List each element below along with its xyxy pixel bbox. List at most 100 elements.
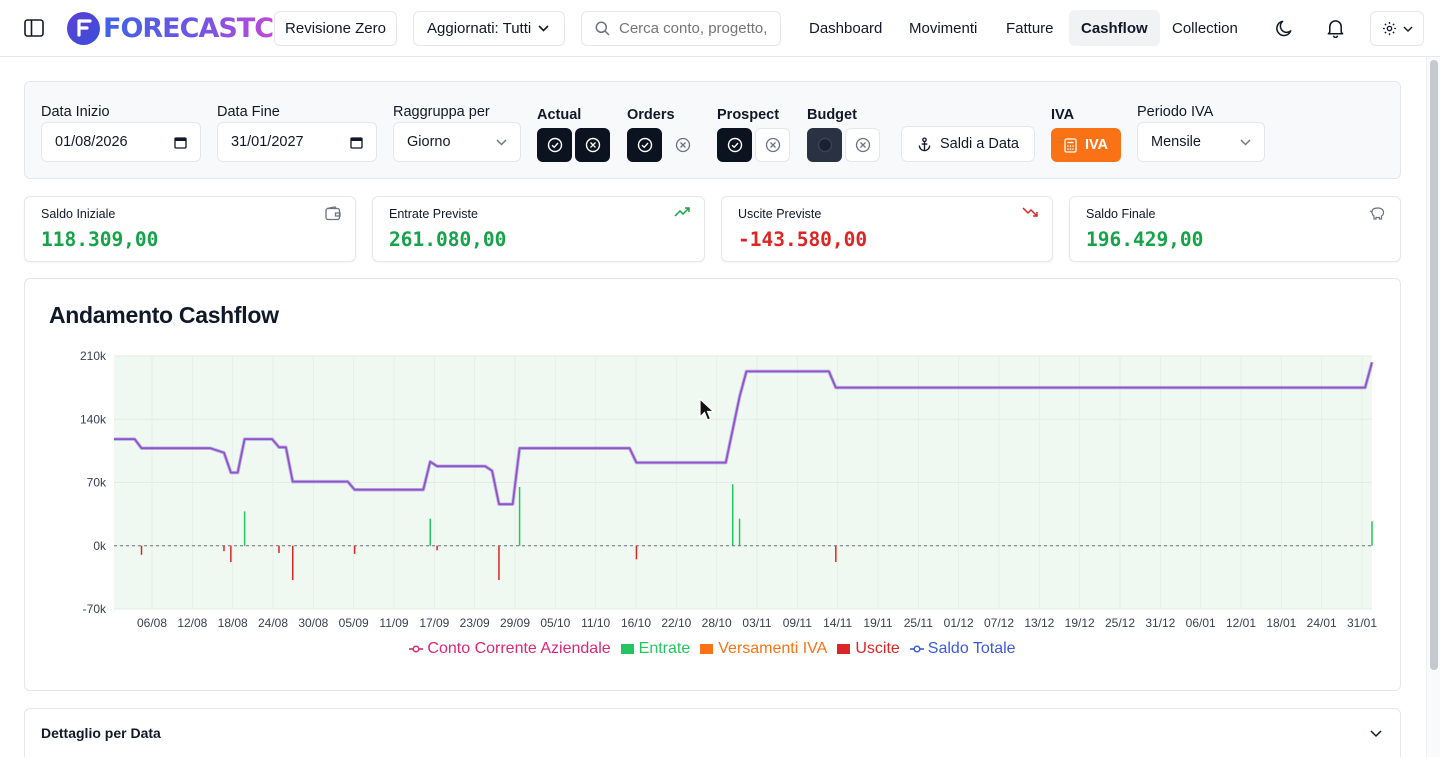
chevron-down-icon — [1403, 26, 1412, 32]
budget-exclude-toggle[interactable] — [845, 128, 880, 162]
search-input[interactable] — [619, 20, 769, 37]
x-tick-label: 19/11 — [863, 616, 892, 630]
filter-panel: Data Inizio 01/08/2026 Data Fine 31/01/2… — [24, 81, 1401, 179]
start-date-value: 01/08/2026 — [55, 134, 128, 150]
logo-mark-icon — [67, 11, 100, 45]
start-date-label: Data Inizio — [41, 104, 110, 120]
kpi-value: 118.309,00 — [41, 228, 159, 251]
actual-include-toggle[interactable] — [537, 128, 572, 162]
trending-up-icon — [674, 207, 690, 217]
x-tick-label: 13/12 — [1024, 616, 1054, 630]
nav-collection[interactable]: Collection — [1172, 19, 1238, 37]
x-tick-label: 24/08 — [258, 616, 288, 630]
kpi-label: Uscite Previste — [738, 207, 822, 221]
kpi-value: 196.429,00 — [1086, 228, 1204, 251]
start-date-input[interactable]: 01/08/2026 — [41, 122, 201, 162]
search-box[interactable] — [581, 11, 781, 46]
chevron-down-icon — [538, 25, 549, 32]
x-tick-label: 18/08 — [218, 616, 248, 630]
x-tick-label: 12/08 — [177, 616, 207, 630]
chevron-down-icon[interactable] — [1370, 730, 1382, 738]
calendar-icon — [174, 136, 187, 149]
x-tick-label: 06/01 — [1186, 616, 1216, 630]
sidebar-toggle-icon[interactable] — [22, 17, 46, 39]
settings-menu[interactable] — [1370, 11, 1424, 46]
actual-exclude-toggle[interactable] — [575, 128, 610, 162]
x-circle-icon — [585, 137, 600, 153]
piggy-bank-icon — [1369, 207, 1385, 220]
nav-movimenti[interactable]: Movimenti — [909, 19, 978, 37]
y-tick-label: 210k — [80, 349, 107, 363]
x-tick-label: 28/10 — [702, 616, 732, 630]
end-date-input[interactable]: 31/01/2027 — [217, 122, 377, 162]
kpi-card-final-balance: Saldo Finale 196.429,00 — [1069, 196, 1401, 262]
kpi-value: 261.080,00 — [389, 228, 507, 251]
saldi-a-data-label: Saldi a Data — [940, 136, 1019, 152]
top-bar: FORECASTC Revisione Zero Aggiornati: Tut… — [0, 0, 1440, 57]
x-tick-label: 12/01 — [1226, 616, 1256, 630]
x-tick-label: 11/09 — [379, 616, 408, 630]
vat-period-label: Periodo IVA — [1137, 104, 1214, 120]
end-date-value: 31/01/2027 — [231, 134, 304, 150]
bell-icon[interactable] — [1323, 16, 1347, 40]
y-tick-label: 140k — [80, 412, 107, 426]
x-tick-label: 25/11 — [904, 616, 933, 630]
x-tick-label: 18/01 — [1266, 616, 1296, 630]
check-circle-icon — [637, 137, 652, 153]
x-tick-label: 01/12 — [944, 616, 974, 630]
updated-filter-dropdown[interactable]: Aggiornati: Tutti — [413, 11, 565, 46]
dark-mode-icon[interactable] — [1272, 17, 1296, 39]
brand-logo[interactable]: FORECASTC — [67, 11, 273, 45]
date-detail-section[interactable]: Dettaglio per Data — [24, 708, 1401, 757]
orders-include-toggle[interactable] — [627, 128, 662, 162]
legend-item[interactable]: Entrate — [620, 640, 690, 658]
saldi-a-data-button[interactable]: Saldi a Data — [901, 126, 1035, 162]
prospect-include-toggle[interactable] — [717, 128, 752, 162]
legend-square-marker-icon — [700, 644, 714, 654]
page-scrollbar[interactable] — [1426, 57, 1440, 757]
actual-label: Actual — [537, 107, 582, 123]
nav-fatture[interactable]: Fatture — [1006, 19, 1054, 37]
brand-name: FORECASTC — [103, 12, 273, 44]
group-by-select[interactable]: Giorno — [393, 122, 521, 162]
x-tick-label: 30/08 — [298, 616, 328, 630]
legend-label: Versamenti IVA — [718, 640, 828, 657]
nav-dashboard[interactable]: Dashboard — [809, 19, 883, 37]
kpi-value: -143.580,00 — [738, 228, 868, 251]
legend-item[interactable]: Uscite — [837, 640, 900, 658]
x-tick-label: 03/11 — [742, 616, 771, 630]
calendar-icon — [350, 136, 363, 149]
scrollbar-thumb[interactable] — [1430, 60, 1438, 670]
x-tick-label: 29/09 — [500, 616, 530, 630]
kpi-label: Saldo Iniziale — [41, 207, 116, 221]
trending-down-icon — [1022, 207, 1038, 217]
legend-item[interactable]: Saldo Totale — [909, 640, 1016, 658]
legend-item[interactable]: Versamenti IVA — [700, 640, 827, 658]
legend-line-marker-icon — [409, 645, 424, 653]
cashflow-chart[interactable]: 210k 140k 70k 0k -70k 06/08 12/08 18/08 24/08 30/… — [25, 334, 1400, 674]
legend-item[interactable]: Conto Corrente Aziendale — [409, 640, 611, 658]
iva-toggle-button[interactable]: IVA — [1051, 128, 1121, 162]
chevron-down-icon — [496, 139, 507, 145]
x-tick-label: 09/11 — [783, 616, 812, 630]
iva-label: IVA — [1051, 107, 1075, 123]
gear-icon — [1382, 21, 1396, 36]
vat-period-select[interactable]: Mensile — [1137, 122, 1265, 162]
prospect-exclude-toggle[interactable] — [755, 128, 790, 162]
conto-corrente-line — [114, 362, 1373, 506]
legend-label: Uscite — [855, 640, 900, 657]
budget-label: Budget — [807, 107, 857, 123]
workspace-label: Revisione Zero — [285, 20, 386, 37]
orders-exclude-toggle[interactable] — [665, 128, 700, 162]
x-tick-label: 11/10 — [581, 616, 610, 630]
x-tick-label: 16/10 — [621, 616, 651, 630]
group-by-value: Giorno — [407, 134, 451, 150]
legend-label: Conto Corrente Aziendale — [427, 640, 611, 657]
workspace-selector[interactable]: Revisione Zero — [274, 11, 397, 46]
budget-include-toggle[interactable] — [807, 128, 842, 162]
nav-cashflow[interactable]: Cashflow — [1069, 10, 1160, 46]
x-tick-label: 25/12 — [1105, 616, 1135, 630]
x-tick-label: 06/08 — [137, 616, 167, 630]
x-tick-label: 14/11 — [823, 616, 852, 630]
x-tick-label: 23/09 — [460, 616, 490, 630]
